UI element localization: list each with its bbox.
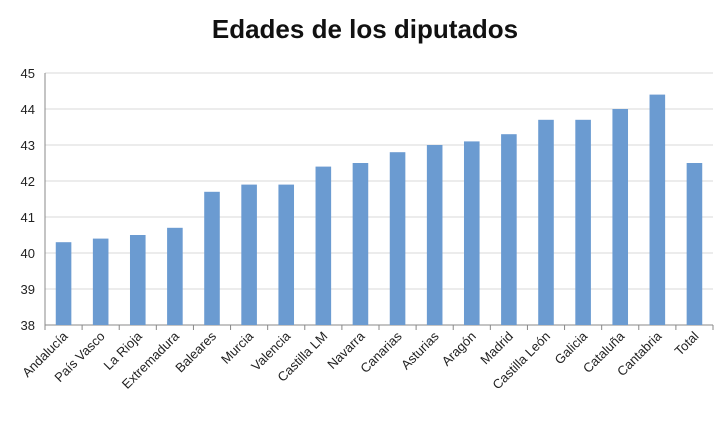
bar-4 — [204, 191, 220, 325]
bar-12 — [501, 134, 517, 325]
bar-14 — [575, 119, 591, 325]
chart-title: Edades de los diputados — [211, 14, 519, 44]
x-tick-label: Total — [672, 328, 702, 358]
bar-11 — [463, 141, 480, 325]
bar-17 — [686, 163, 703, 325]
y-tick-label: 45 — [21, 66, 35, 81]
y-tick-label: 41 — [21, 210, 35, 225]
y-tick-label: 40 — [21, 246, 35, 261]
y-tick-label: 42 — [21, 174, 35, 189]
bar-3 — [167, 227, 183, 325]
x-tick-label: Aragón — [439, 329, 479, 369]
bar-1 — [92, 238, 109, 325]
x-tick-label: Asturias — [398, 328, 442, 372]
x-tick-label: Canarias — [357, 328, 405, 376]
y-tick-label: 39 — [21, 282, 35, 297]
bar-7 — [315, 166, 332, 325]
bar-6 — [278, 184, 295, 325]
bar-9 — [389, 152, 406, 325]
bar-2 — [129, 235, 146, 325]
bar-16 — [649, 94, 666, 325]
y-tick-label: 38 — [21, 318, 35, 333]
bar-13 — [538, 119, 554, 325]
x-tick-label: Baleares — [172, 328, 219, 375]
bar-0 — [55, 242, 72, 325]
y-tick-label: 43 — [21, 138, 35, 153]
bar-8 — [352, 163, 369, 325]
bar-15 — [612, 109, 629, 325]
bar-10 — [426, 145, 443, 325]
y-tick-label: 44 — [21, 102, 35, 117]
bar-5 — [241, 184, 257, 325]
